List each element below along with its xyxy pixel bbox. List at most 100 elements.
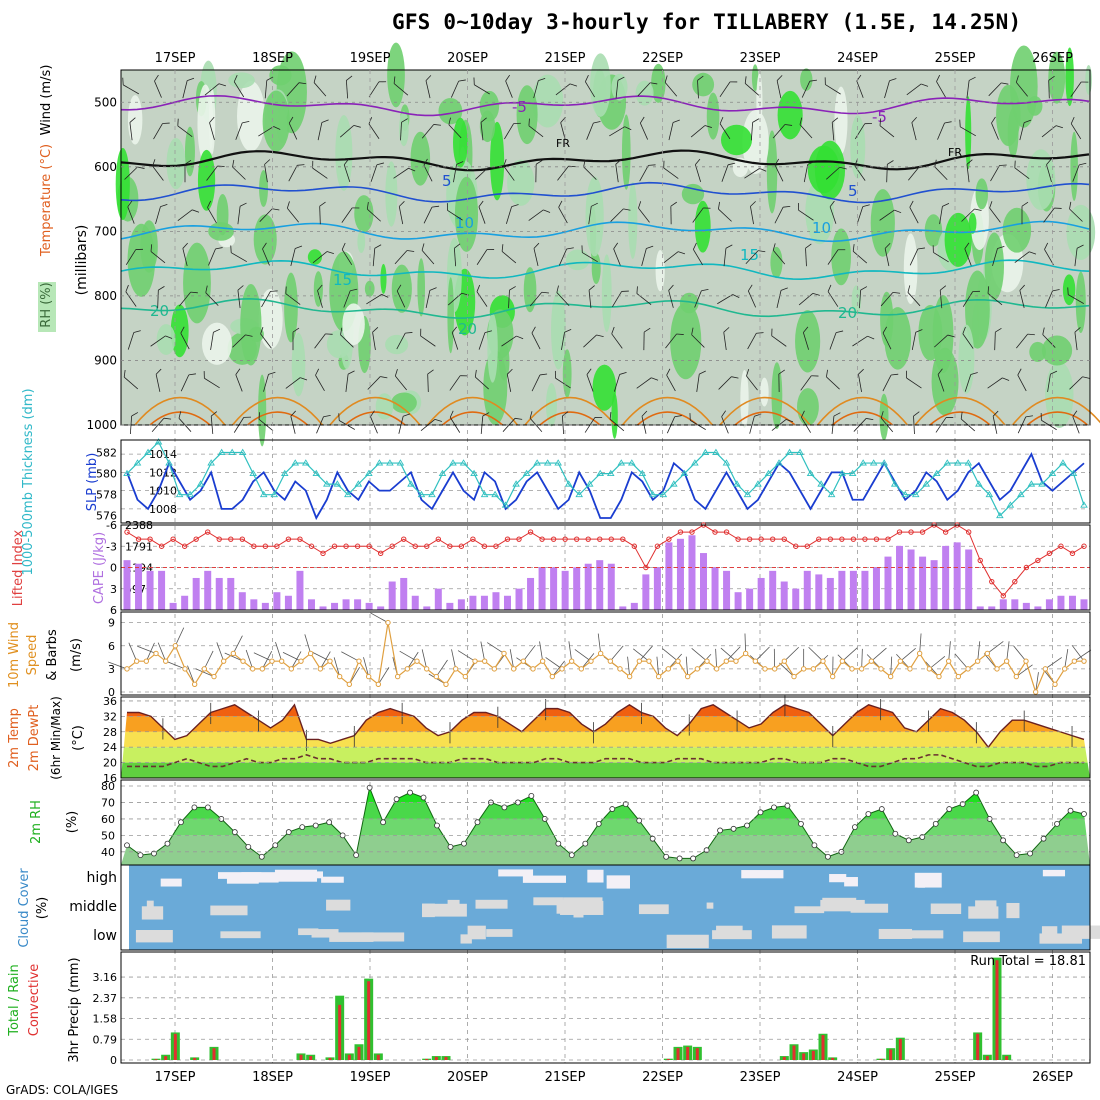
cloud-gap	[638, 904, 669, 915]
wind-barb	[937, 121, 952, 140]
wind-speed-point	[829, 673, 836, 680]
wind-barb-flag	[315, 368, 320, 376]
wind-barb-shaft	[852, 335, 868, 347]
thickness-point	[827, 490, 836, 498]
wind-barb	[882, 326, 892, 350]
lifted-index-point	[862, 536, 868, 542]
thickness-point	[606, 469, 615, 477]
wind-barb	[427, 369, 434, 393]
wind-barb-shaft	[693, 249, 703, 266]
wind-barb-shaft	[637, 82, 651, 97]
wind-barb-shaft	[476, 291, 488, 307]
rh-shading-patch	[258, 288, 283, 350]
wind-barb	[774, 158, 784, 182]
thickness-point	[585, 480, 594, 487]
wind-barb	[1019, 119, 1032, 141]
wind-barb-flag	[1019, 284, 1025, 291]
surface-wind-barb	[871, 647, 887, 662]
wind-barb-flag	[623, 208, 631, 211]
lifted-index-point	[746, 536, 753, 542]
wind-barb	[450, 79, 466, 98]
thickness-point	[207, 459, 215, 466]
wind-barb-flag	[833, 412, 841, 417]
rh2m-unit-label: (%)	[65, 811, 80, 834]
wind-barb	[561, 328, 572, 351]
wind-barb-flag	[188, 373, 196, 376]
lifted-index-point	[170, 536, 176, 542]
wind-barb-flag	[807, 161, 815, 165]
rh-shading-patch	[720, 124, 753, 156]
wind-barb	[205, 285, 219, 306]
wind-barb-shaft	[964, 248, 972, 266]
wind-barb-shaft	[962, 333, 974, 349]
cape-bar	[215, 577, 223, 610]
surface-wind-barb	[363, 657, 370, 677]
wind-barb	[826, 166, 847, 180]
wind-barb-flag	[1001, 82, 1009, 85]
rh-shading-patch	[208, 88, 216, 155]
precip-convective-bar	[1005, 1056, 1009, 1060]
wind-barb-shaft	[988, 82, 1002, 97]
lifted-index-point	[1012, 578, 1018, 585]
thickness-point	[712, 448, 720, 455]
wind-barb-shaft	[723, 332, 727, 351]
wind-barb	[558, 200, 568, 224]
wind-speed-point	[172, 643, 179, 649]
precip-legend-total: Total / Rain	[7, 964, 22, 1037]
wind-speed-point	[684, 673, 691, 680]
wind-speed-point	[568, 658, 575, 664]
wind-barb-flag	[235, 368, 241, 375]
cape-bar	[181, 595, 189, 610]
wind-barb-flag	[581, 245, 583, 253]
wind-speed-point	[762, 666, 768, 672]
wind-barb-flag	[343, 158, 350, 165]
wind-barb	[966, 159, 973, 183]
thickness-point	[522, 469, 531, 477]
wind-barb	[1017, 368, 1027, 392]
rh-point	[717, 827, 723, 834]
rh-shading-patch	[479, 110, 496, 143]
wind-barb-shaft	[1019, 122, 1025, 141]
rh-shading-patch	[523, 267, 537, 313]
lifted-index-point	[942, 529, 949, 535]
wind-barb-shaft	[125, 291, 137, 307]
wind-speed-point	[259, 666, 266, 672]
surface-wind-barb	[744, 633, 747, 654]
cloud-gap	[533, 897, 563, 906]
wind-barb-shaft	[638, 207, 650, 223]
wind-barb-shaft	[663, 251, 679, 264]
surface-wind-barb	[282, 652, 302, 662]
wind-barb	[613, 371, 627, 392]
wind-barb-shaft	[343, 164, 351, 182]
precip-convective-bar	[338, 1004, 342, 1060]
wind-barb-flag	[970, 372, 978, 375]
wind-barb-flag	[995, 327, 1002, 333]
thickness-point	[670, 480, 678, 487]
wind-barb-flag	[917, 247, 925, 250]
wind-barb-shaft	[262, 248, 270, 266]
cloud-axis-label: Cloud Cover	[17, 868, 32, 948]
wind-barb-flag	[799, 117, 803, 125]
thickness-point	[911, 490, 920, 498]
wind-axis-label-2: Speed	[25, 635, 40, 676]
wind-barb	[697, 75, 704, 99]
wind-barb	[180, 326, 190, 350]
rh-point	[892, 830, 899, 837]
wind-barb-flag	[539, 373, 548, 376]
wind-barb-shaft	[694, 164, 702, 182]
wind-barb	[962, 290, 980, 307]
thickness-point	[764, 469, 773, 477]
wind-barb-flag	[420, 328, 422, 336]
rh-point	[609, 806, 616, 812]
wind-barb	[285, 286, 301, 305]
wind-barb-shaft	[989, 207, 1001, 223]
temperature-axis-label-4: (°C)	[71, 725, 86, 751]
wind-barb-shaft	[800, 375, 812, 391]
cape-bar	[849, 570, 857, 610]
wind-barb-flag	[1082, 376, 1090, 379]
wind-barb-flag	[892, 291, 901, 294]
wind-speed-point	[230, 650, 237, 657]
lifted-index-point	[989, 578, 995, 585]
cape-bar	[342, 599, 350, 610]
wind-barb	[180, 373, 196, 392]
